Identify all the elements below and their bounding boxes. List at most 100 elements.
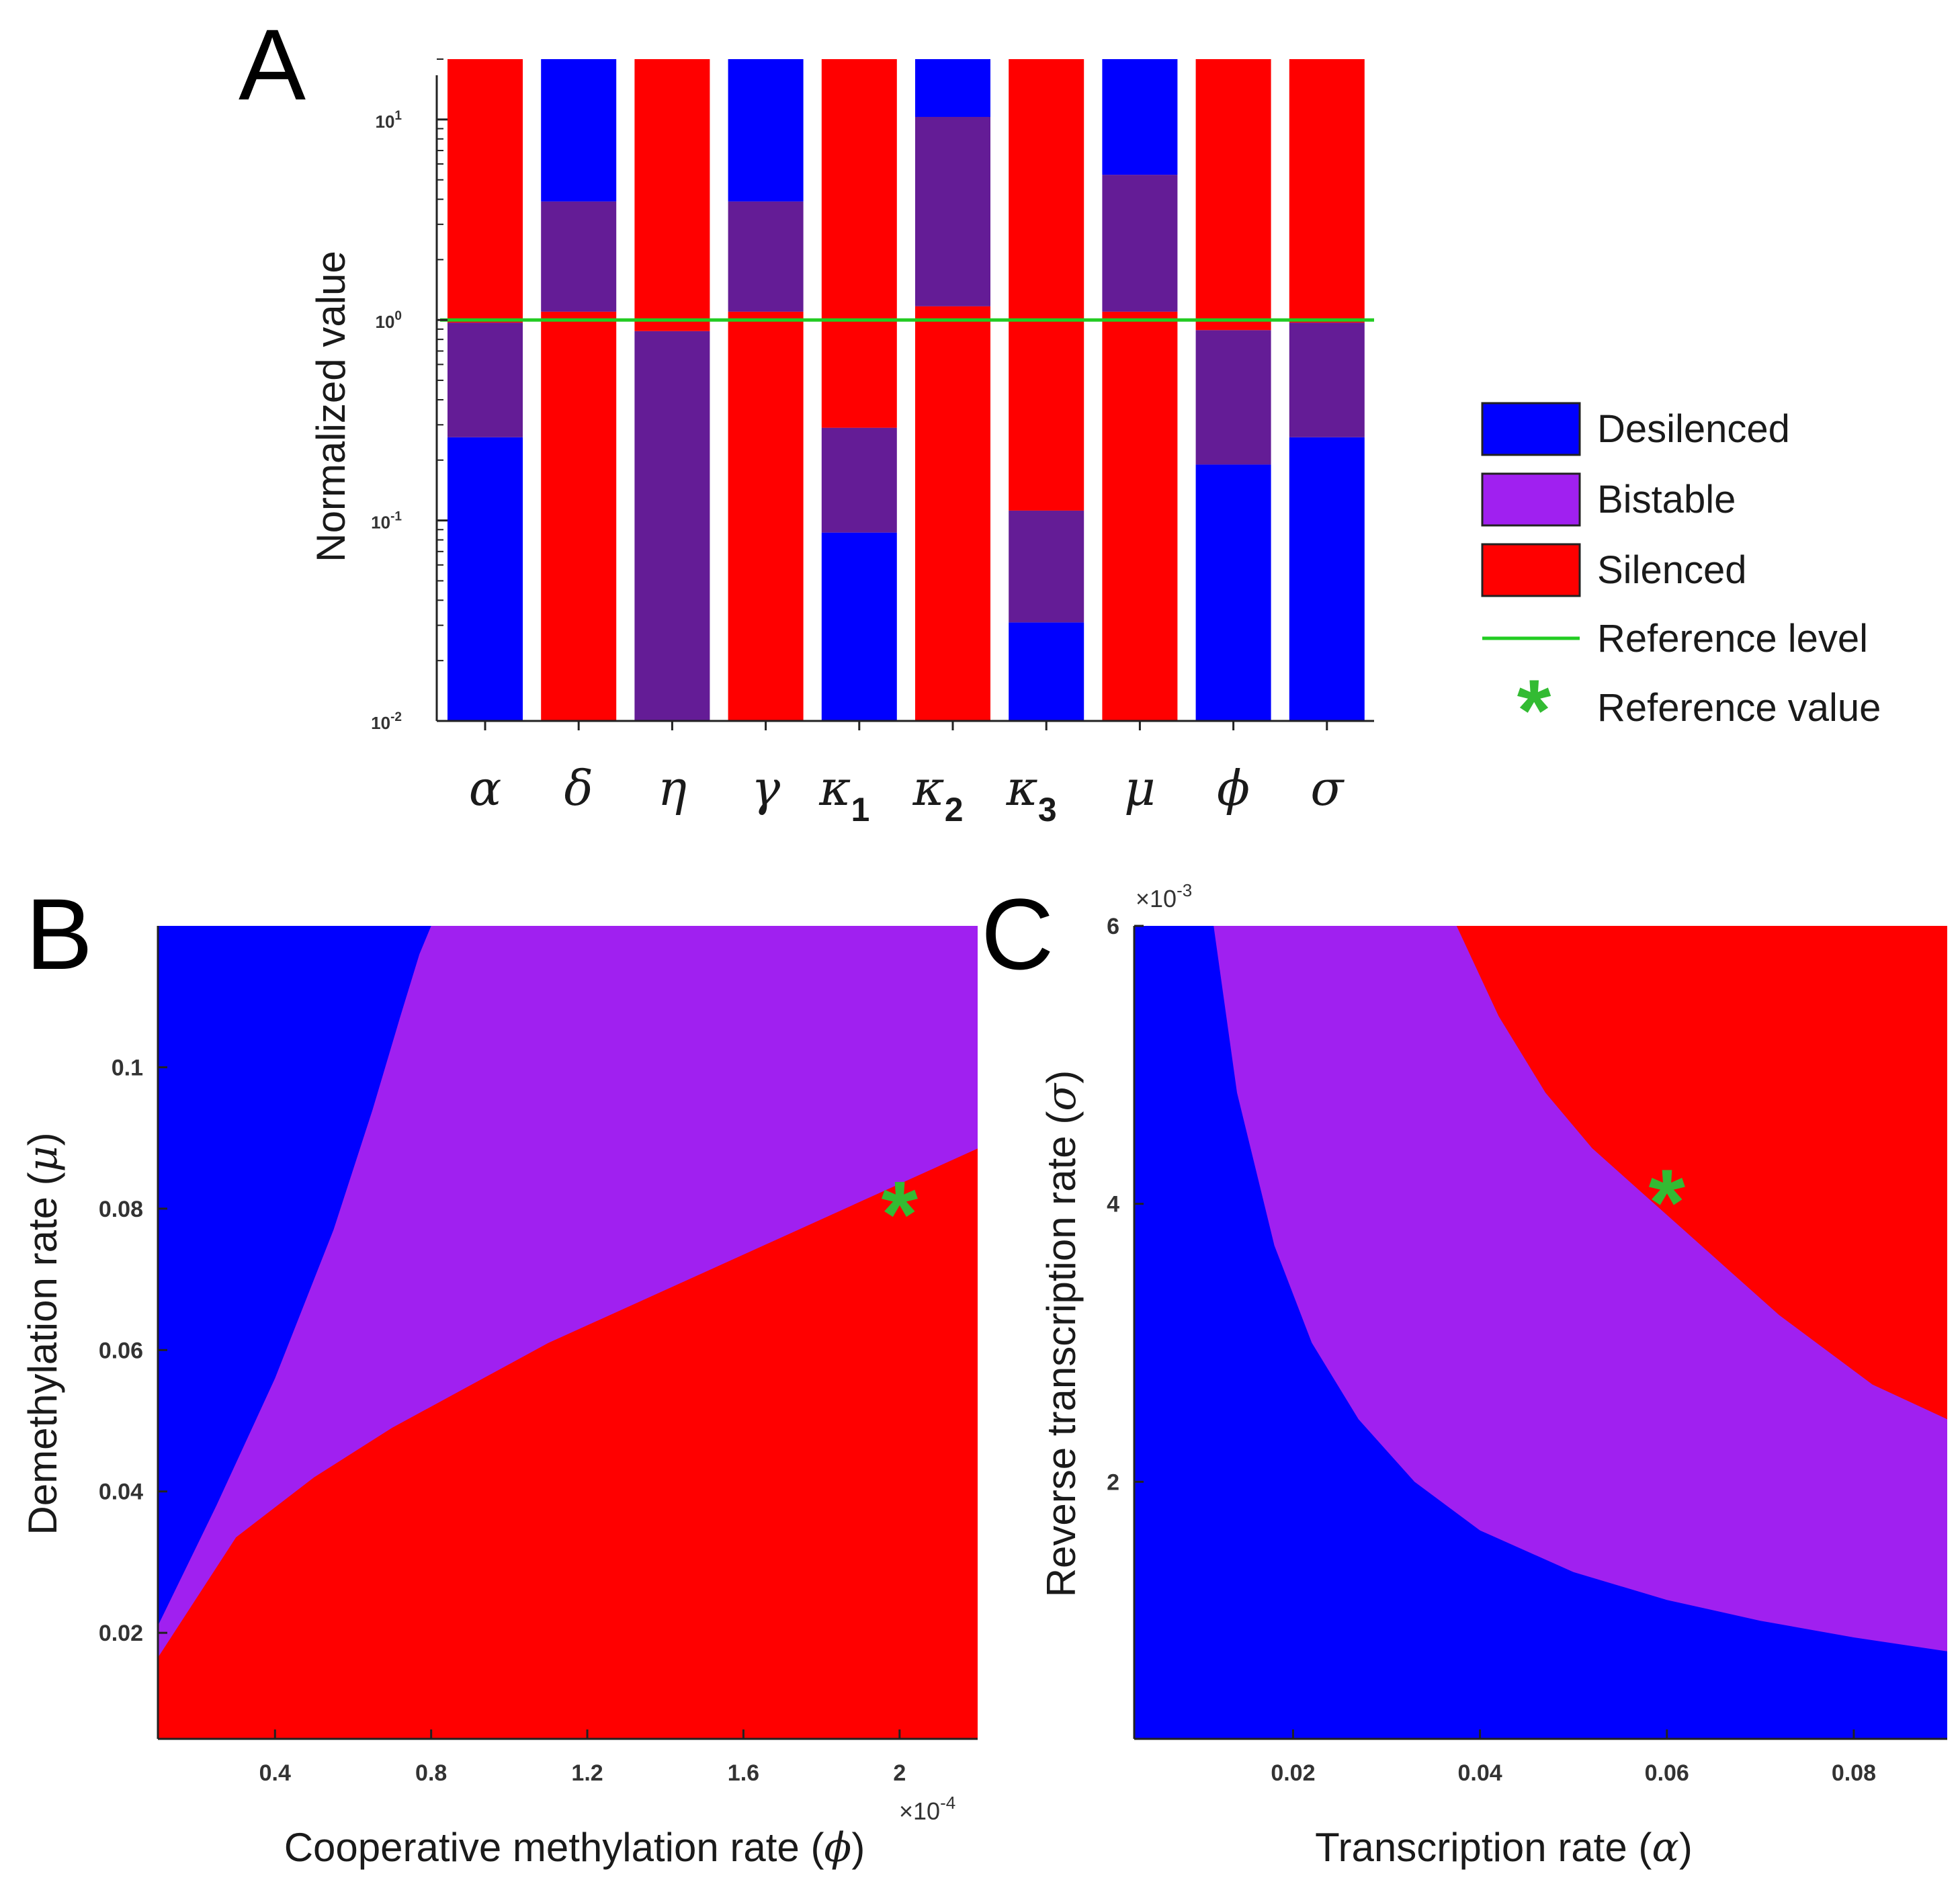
y-tick-label: 10-2 [371,710,402,733]
panel-c-y-multiplier: ×10-3 [1136,880,1192,912]
bar-segment-silenced [915,306,990,721]
x-tick-label: 0.4 [259,1760,291,1786]
bar-segment-desilenced [915,59,990,117]
legend-reference-value-label: Reference value [1597,686,1881,730]
reference-value-star: * [1649,1150,1686,1255]
y-tick-label: 0.02 [99,1621,143,1646]
panel-a-y-ticks: 10-2 10-1 100 101 [371,58,448,733]
legend: Desilenced Bistable Silenced Reference l… [1481,402,1881,759]
silenced-region [158,1148,978,1739]
bar-segment-desilenced [448,437,523,721]
panel-c-y-axis-title: Reverse transcription rate (σ) [1038,1070,1085,1598]
bar-8 [1102,59,1178,721]
bar-segment-bistable [1195,330,1271,465]
x-tick-label: 1.2 [571,1760,603,1786]
bar-6 [915,59,990,721]
panel-a-y-axis-title: Normalized value [308,251,353,562]
panel-a: A 10-2 10-1 100 101 α δ η γ κ1 κ2 κ3 μ ϕ σ Normalize… [239,8,1374,828]
legend-desilenced-label: Desilenced [1597,407,1790,451]
bar-segment-desilenced [1102,59,1178,175]
y-tick-label: 0.06 [99,1338,143,1363]
x-tick-label: 1.6 [728,1760,759,1786]
bar-9 [1195,59,1271,721]
bar-segment-desilenced [821,532,897,721]
panel-c-plot: * [1134,926,1947,1739]
bar-segment-desilenced [1009,622,1084,721]
bar-segment-silenced [1195,59,1271,331]
y-tick-label: 10-1 [371,510,402,533]
x-tick-label: 2 [893,1760,906,1786]
x-tick-label: ϕ [1217,760,1250,816]
bar-segment-bistable [915,116,990,306]
panel-b-x-multiplier: ×10-4 [899,1793,955,1825]
x-tick-label: 0.02 [1271,1760,1315,1786]
panel-c: C * 0.02 0.04 0.06 0.08 2 4 6 ×10-3 Transcript… [981,877,1947,1871]
y-tick-label: 0.1 [112,1055,143,1080]
panel-c-ticks: 0.02 0.04 0.06 0.08 2 4 6 [1107,914,1947,1786]
panel-c-x-axis-title: Transcription rate (α) [1315,1824,1693,1871]
bar-3 [634,59,710,721]
bar-segment-bistable [448,323,523,437]
y-tick-label: 100 [376,309,402,332]
bar-segment-desilenced [541,59,617,202]
bar-segment-bistable [728,201,804,312]
panel-b: B * 0.4 0.8 1.2 1.6 2 0.02 0.04 0.06 0.08 0.1 ×10… [19,877,978,1871]
x-tick-label: δ [564,760,593,816]
x-tick-label: κ3 [1006,760,1057,828]
bar-segment-bistable [1009,510,1084,623]
legend-bistable-label: Bistable [1597,478,1736,521]
bar-segment-silenced [448,59,523,323]
legend-silenced-swatch [1481,543,1581,597]
reference-value-star: * [882,1161,919,1267]
bar-1 [448,59,523,721]
desilenced-region [1134,926,1947,1739]
legend-reference-level-label: Reference level [1597,617,1868,660]
panel-a-axes [435,75,1374,722]
x-tick-label: κ1 [818,760,869,828]
x-tick-label: 0.04 [1458,1760,1502,1786]
x-tick-label: α [469,760,502,816]
bar-segment-silenced [634,59,710,331]
panel-b-ticks: 0.4 0.8 1.2 1.6 2 0.02 0.04 0.06 0.08 0.1 [99,926,978,1786]
bar-segment-silenced [1289,59,1365,323]
x-tick-label: 0.08 [1832,1760,1876,1786]
legend-reference-value-star: * [1517,661,1551,759]
bar-segment-silenced [1009,59,1084,511]
legend-silenced-label: Silenced [1597,548,1746,592]
bar-4 [728,59,804,721]
y-tick-label: 101 [376,109,402,132]
bar-segment-desilenced [1195,464,1271,721]
x-tick-label: γ [751,760,781,816]
bar-segment-desilenced [728,59,804,202]
panel-a-bars [448,59,1365,721]
legend-desilenced-swatch [1481,402,1581,456]
bar-segment-silenced [541,311,617,721]
x-tick-label: μ [1124,760,1156,816]
panel-a-x-tick-labels: α δ η γ κ1 κ2 κ3 μ ϕ σ [469,721,1345,828]
y-tick-label: 2 [1107,1469,1119,1495]
bar-segment-silenced [1102,311,1178,721]
y-tick-label: 0.08 [99,1197,143,1222]
x-tick-label: 0.06 [1645,1760,1689,1786]
y-tick-label: 0.04 [99,1480,143,1505]
panel-b-letter: B [26,877,93,990]
silenced-region [1456,926,1947,1420]
legend-bistable-swatch [1481,472,1581,527]
bar-segment-bistable [541,201,617,312]
bar-10 [1289,59,1365,721]
bar-segment-bistable [634,331,710,721]
panel-c-letter: C [981,877,1054,990]
bar-segment-silenced [728,311,804,721]
panel-b-y-axis-title: Demethylation rate (μ) [19,1132,67,1535]
x-tick-label: κ2 [912,760,963,828]
x-tick-label: 0.8 [415,1760,447,1786]
panel-b-plot: * [158,926,978,1739]
bar-segment-bistable [821,427,897,533]
y-tick-label: 6 [1107,914,1119,939]
bar-7 [1009,59,1084,721]
panel-b-x-axis-title: Cooperative methylation rate (ϕ) [284,1824,865,1871]
y-tick-label: 4 [1107,1192,1119,1217]
bar-segment-silenced [821,59,897,428]
desilenced-region [158,926,431,1626]
